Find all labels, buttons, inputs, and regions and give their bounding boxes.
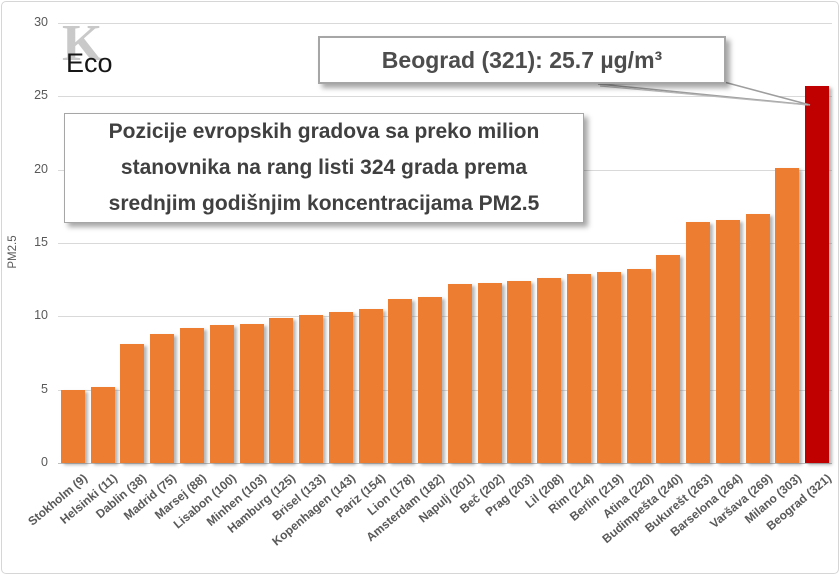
- bar: [775, 168, 800, 463]
- bar: [269, 317, 294, 463]
- eco-logo: K Eco: [58, 18, 128, 88]
- bar: [447, 284, 472, 463]
- bar: [90, 386, 115, 463]
- gridline: [58, 243, 832, 244]
- bar: [418, 297, 443, 463]
- y-tick-label: 20: [34, 161, 48, 176]
- chart-description-box: Pozicije evropskih gradova sa preko mili…: [64, 113, 584, 223]
- bar: [120, 344, 145, 463]
- bar: [656, 254, 681, 463]
- beograd-callout-text: Beograd (321): 25.7 µg/m³: [381, 46, 663, 73]
- bar: [358, 309, 383, 463]
- y-tick-label: 15: [34, 235, 48, 249]
- gridline: [58, 389, 832, 391]
- y-tick-label: 30: [34, 15, 48, 29]
- chart-description-text: Pozicije evropskih gradova sa preko mili…: [108, 120, 540, 215]
- eco-logo-glyph-icon: K: [62, 15, 103, 72]
- gridline: [58, 463, 832, 464]
- bar: [299, 314, 324, 463]
- beograd-callout: Beograd (321): 25.7 µg/m³: [318, 36, 726, 84]
- y-tick-label: 5: [41, 381, 48, 396]
- bar: [715, 219, 740, 463]
- bar: [239, 323, 264, 463]
- gridline: [58, 23, 832, 24]
- bar: [150, 333, 175, 463]
- bar: [60, 389, 85, 463]
- bar: [179, 328, 204, 463]
- eco-logo-text: Eco: [66, 48, 113, 78]
- y-tick-label: 0: [41, 455, 48, 469]
- bar: [566, 273, 591, 463]
- bar: [477, 282, 502, 463]
- bar: [328, 311, 353, 463]
- bar: [507, 281, 532, 463]
- gridline: [58, 96, 832, 98]
- bar: [388, 298, 413, 463]
- bar: [537, 278, 562, 463]
- y-axis-title: PM2.5: [7, 235, 19, 269]
- y-tick-label: 10: [34, 308, 48, 323]
- gridline: [58, 316, 832, 318]
- bar: [686, 222, 711, 463]
- bar: [209, 325, 234, 463]
- bar: [596, 272, 621, 463]
- bar: [745, 213, 770, 463]
- bar: [626, 269, 651, 463]
- y-tick-label: 25: [34, 88, 48, 103]
- bar-highlight: [805, 86, 830, 463]
